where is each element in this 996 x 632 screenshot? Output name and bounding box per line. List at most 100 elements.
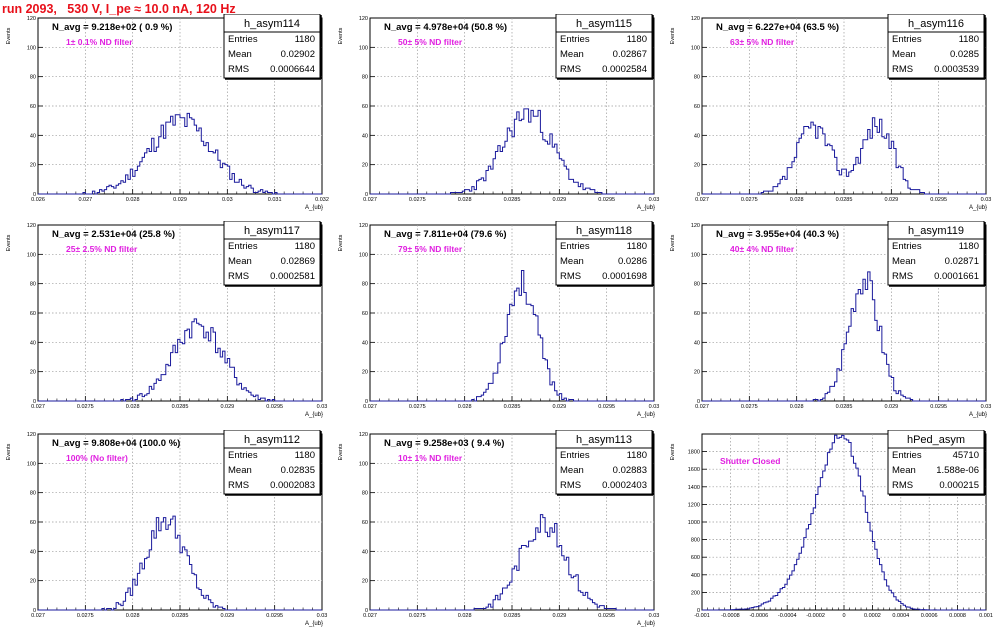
x-tick-label: -0.0006 — [749, 613, 768, 619]
x-tick-label: 0.027 — [363, 613, 377, 619]
x-tick-label: 0.0275 — [741, 404, 758, 410]
histogram-svg: 0.027 0.0275 0.028 0.0285 0.029 0.0295 0.03 0 20… — [338, 14, 659, 211]
x-tick-label: 0.0295 — [930, 197, 947, 203]
x-tick-label: 0.029 — [552, 613, 566, 619]
stats-label: RMS — [228, 271, 249, 282]
x-axis-label: A_{ub} — [969, 412, 987, 418]
y-tick-label: 80 — [30, 282, 36, 288]
y-tick-label: 100 — [691, 45, 700, 51]
histogram-name: h_asym112 — [244, 434, 300, 446]
histogram-panel-h_asym112: 0.027 0.0275 0.028 0.0285 0.029 0.0295 0.03 0 20… — [0, 430, 332, 632]
stats-label: Entries — [560, 34, 590, 45]
histogram-panel-h_asym115: 0.027 0.0275 0.028 0.0285 0.029 0.0295 0.03 0 20… — [332, 14, 664, 216]
filter-annotation: 40± 4% ND filter — [730, 244, 795, 254]
y-tick-label: 80 — [362, 491, 368, 497]
y-tick-label: 400 — [691, 573, 700, 579]
filter-annotation: Shutter Closed — [720, 456, 780, 466]
histogram-svg: 0.027 0.0275 0.028 0.0285 0.029 0.0295 0.03 0 20… — [6, 221, 327, 418]
chart-title: N_avg = 3.955e+04 (40.3 %) — [716, 229, 839, 240]
chart-title: N_avg = 9.258e+03 ( 9.4 %) — [384, 438, 504, 449]
filter-annotation: 25± 2.5% ND filter — [66, 244, 138, 254]
stats-value: 0.0003539 — [934, 64, 979, 75]
y-tick-label: 20 — [362, 370, 368, 376]
stats-value: 1180 — [627, 241, 647, 252]
stats-label: Mean — [560, 465, 584, 476]
stats-value: 0.0002584 — [602, 64, 647, 75]
stats-box — [223, 430, 321, 495]
x-axis-label: A_{ub} — [305, 412, 323, 418]
y-tick-label: 20 — [30, 163, 36, 169]
stats-value: 0.02869 — [281, 256, 315, 267]
x-tick-label: 0.0275 — [409, 197, 426, 203]
stats-label: Entries — [560, 241, 590, 252]
x-tick-label: 0.029 — [173, 197, 187, 203]
stats-value: 0.02902 — [281, 49, 315, 60]
x-tick-label: 0.0285 — [836, 197, 853, 203]
stats-label: Entries — [892, 450, 922, 461]
x-tick-label: 0.0285 — [172, 613, 189, 619]
x-tick-label: 0.0295 — [266, 404, 283, 410]
x-tick-label: 0.0285 — [504, 404, 521, 410]
stats-label: Entries — [892, 34, 922, 45]
stats-label: RMS — [560, 480, 581, 491]
stats-box — [223, 14, 321, 79]
x-tick-label: 0.027 — [78, 197, 92, 203]
y-tick-label: 0 — [33, 192, 36, 198]
filter-annotation: 10± 1% ND filter — [398, 453, 463, 463]
y-tick-label: 80 — [694, 75, 700, 81]
stats-value: 0.0001661 — [934, 271, 979, 282]
y-tick-label: 40 — [362, 549, 368, 555]
y-tick-label: 40 — [362, 133, 368, 139]
stats-value: 0.02835 — [281, 465, 315, 476]
histogram-name: h_asym119 — [908, 225, 964, 237]
x-tick-label: 0.0275 — [741, 197, 758, 203]
stats-value: 1180 — [627, 450, 647, 461]
histogram-panel-h_asym119: 0.027 0.0275 0.028 0.0285 0.029 0.0295 0.03 0 20… — [664, 221, 996, 423]
histogram-panel-h_asym118: 0.027 0.0275 0.028 0.0285 0.029 0.0295 0.03 0 20… — [332, 221, 664, 423]
y-tick-label: 120 — [359, 16, 368, 22]
y-tick-label: 1600 — [688, 467, 700, 473]
y-tick-label: 60 — [694, 104, 700, 110]
stats-box — [555, 221, 653, 286]
stats-box — [223, 221, 321, 286]
y-tick-label: 80 — [362, 75, 368, 81]
y-tick-label: 20 — [362, 163, 368, 169]
stats-value: 0.0006644 — [270, 64, 315, 75]
x-tick-label: 0.029 — [552, 404, 566, 410]
y-tick-label: 0 — [33, 399, 36, 405]
chart-title: N_avg = 2.531e+04 (25.8 %) — [52, 229, 175, 240]
stats-value: 1180 — [627, 34, 647, 45]
histogram-name: h_asym116 — [908, 18, 964, 30]
stats-label: RMS — [228, 480, 249, 491]
x-tick-label: 0.029 — [220, 404, 234, 410]
y-tick-label: 100 — [359, 252, 368, 258]
y-tick-label: 1000 — [688, 520, 700, 526]
histogram-series — [38, 112, 322, 195]
y-axis-label: Events — [338, 27, 344, 44]
stats-value: 1180 — [295, 241, 315, 252]
y-tick-label: 80 — [362, 282, 368, 288]
histogram-panel-hPed_asym: -0.001 -0.0008 -0.0006 -0.0004 -0.0002 0 0.000… — [664, 430, 996, 632]
x-tick-label: 0.027 — [695, 197, 709, 203]
histogram-svg: 0.027 0.0275 0.028 0.0285 0.029 0.0295 0.03 0 20… — [670, 221, 991, 418]
x-tick-label: 0.029 — [552, 197, 566, 203]
x-tick-label: 0.0295 — [266, 613, 283, 619]
y-tick-label: 0 — [697, 399, 700, 405]
y-axis-label: Events — [338, 443, 344, 460]
y-axis-label: Events — [670, 27, 676, 44]
y-tick-label: 100 — [27, 45, 36, 51]
y-tick-label: 80 — [30, 75, 36, 81]
stats-label: Entries — [892, 241, 922, 252]
stats-value: 1.588e-06 — [936, 465, 979, 476]
x-tick-label: 0.0006 — [921, 613, 938, 619]
histogram-svg: 0.027 0.0275 0.028 0.0285 0.029 0.0295 0.03 0 20… — [338, 430, 659, 627]
y-tick-label: 600 — [691, 555, 700, 561]
x-tick-label: 0.028 — [126, 613, 140, 619]
x-tick-label: -0.001 — [694, 613, 710, 619]
y-tick-label: 200 — [691, 590, 700, 596]
histogram-name: h_asym115 — [576, 18, 632, 30]
filter-annotation: 79± 5% ND filter — [398, 244, 463, 254]
y-tick-label: 40 — [694, 340, 700, 346]
histogram-series — [38, 318, 322, 402]
